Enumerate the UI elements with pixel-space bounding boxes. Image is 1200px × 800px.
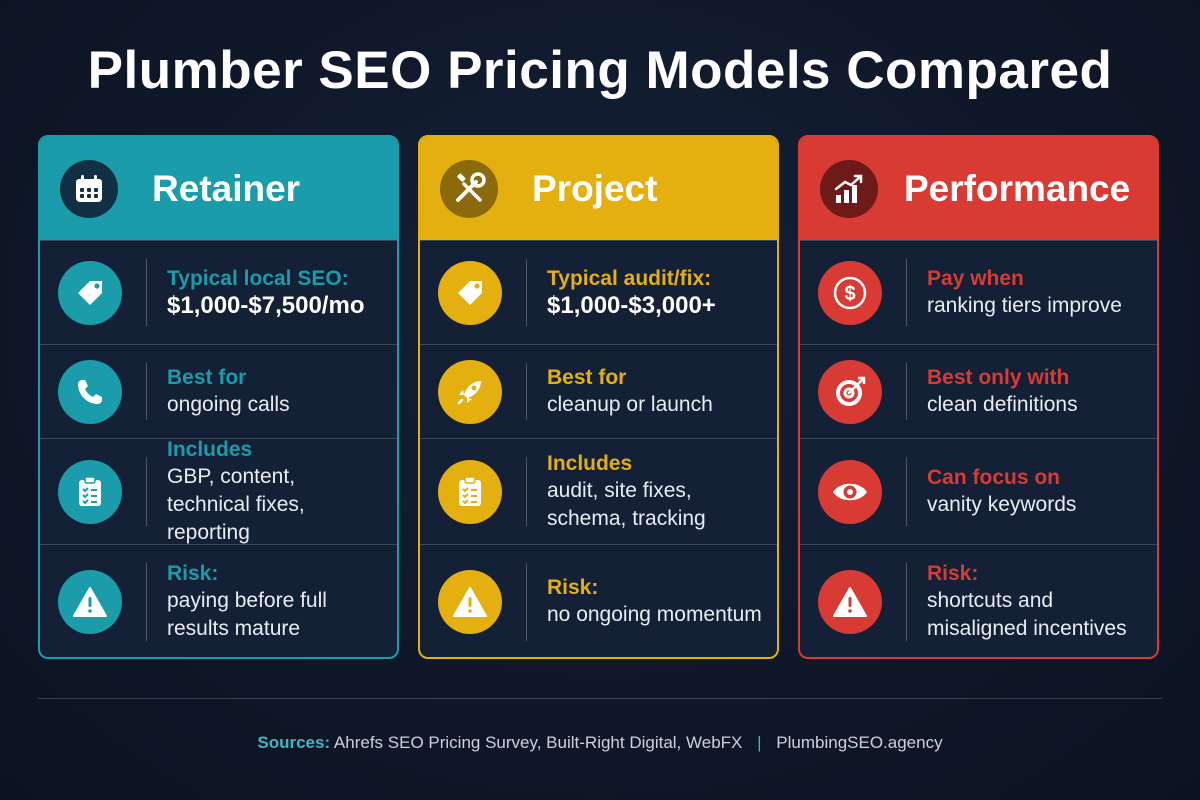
divider (526, 363, 527, 420)
row-label: Typical audit/fix: (547, 266, 712, 290)
row-value: ranking tiers improve (927, 293, 1122, 317)
divider (526, 457, 527, 526)
warning-icon (818, 570, 882, 634)
divider (146, 259, 147, 326)
card-header-retainer: Retainer (40, 137, 397, 240)
warning-icon (58, 570, 122, 634)
row-label: Includes (167, 437, 253, 461)
clipboard-checklist-icon (438, 459, 502, 524)
card-project: Project Typical audit/fix: $1,000-$3,000… (418, 135, 779, 659)
phone-icon (58, 359, 122, 424)
card-retainer: Retainer Typical local SEO: $1,000-$7,50… (38, 135, 399, 659)
card-header-project: Project (420, 137, 777, 240)
row-value: ongoing calls (167, 392, 290, 416)
card-header-performance: Performance (800, 137, 1157, 240)
divider (526, 563, 527, 641)
svg-text:$: $ (844, 283, 855, 305)
card-title-retainer: Retainer (152, 167, 301, 209)
eye-icon (818, 459, 882, 524)
row-value: no ongoing momentum (547, 603, 762, 626)
row-label: Includes (547, 451, 633, 475)
list-item: Includes audit, site fixes, schema, trac… (420, 438, 777, 544)
divider (906, 259, 907, 326)
warning-icon (438, 570, 502, 634)
row-value: clean definitions (927, 392, 1078, 416)
divider (906, 563, 907, 641)
divider (906, 457, 907, 526)
card-title-project: Project (532, 167, 658, 209)
list-item: Risk: paying before full results mature (40, 544, 397, 657)
row-label: Risk: (547, 576, 599, 599)
divider (526, 259, 527, 326)
list-item: Can focus on vanity keywords (800, 438, 1157, 544)
page-title: Plumber SEO Pricing Models Compared (87, 41, 1113, 100)
row-label: Typical local SEO: (167, 266, 349, 290)
price-tag-icon (438, 260, 502, 325)
row-value: paying before full results mature (167, 589, 327, 640)
divider (906, 363, 907, 420)
list-item: Risk: shortcuts and misaligned incentive… (800, 544, 1157, 657)
divider (146, 563, 147, 641)
row-value: vanity keywords (927, 492, 1077, 516)
rocket-icon (438, 359, 502, 424)
card-title-performance: Performance (904, 167, 1131, 209)
list-item: Best for ongoing calls (40, 344, 397, 438)
calendar-icon (60, 159, 118, 218)
wrench-screwdriver-icon (440, 159, 498, 218)
row-label: Best for (167, 365, 247, 389)
divider (146, 363, 147, 420)
site-name: PlumbingSEO.agency (776, 733, 943, 752)
list-item: Best for cleanup or launch (420, 344, 777, 438)
row-value: audit, site fixes, schema, tracking (547, 478, 706, 530)
clipboard-checklist-icon (58, 459, 122, 524)
row-label: Risk: (927, 562, 979, 585)
row-label: Can focus on (927, 465, 1061, 489)
row-value: GBP, content, technical fixes, reporting (167, 464, 305, 544)
row-value: $1,000-$3,000+ (547, 291, 716, 319)
list-item: Includes GBP, content, technical fixes, … (40, 438, 397, 544)
dollar-coin-icon: $ (818, 260, 882, 325)
row-value: $1,000-$7,500/mo (167, 291, 365, 319)
row-label: Best for (547, 365, 627, 389)
growth-chart-icon (820, 159, 878, 218)
footer-separator: | (757, 733, 762, 752)
list-item: Typical local SEO: $1,000-$7,500/mo (40, 240, 397, 344)
sources-list: Ahrefs SEO Pricing Survey, Built-Right D… (333, 733, 743, 752)
footer-divider (38, 698, 1162, 699)
list-item: Typical audit/fix: $1,000-$3,000+ (420, 240, 777, 344)
sources-label: Sources: (257, 733, 331, 752)
list-item: Risk: no ongoing momentum (420, 544, 777, 657)
list-item: $ Pay when ranking tiers improve (800, 240, 1157, 344)
target-icon (818, 359, 882, 424)
row-value: shortcuts and misaligned incentives (927, 589, 1127, 640)
row-label: Risk: (167, 562, 219, 585)
price-tag-icon (58, 260, 122, 325)
footer-sources: Sources: Ahrefs SEO Pricing Survey, Buil… (0, 733, 1200, 753)
row-value: cleanup or launch (547, 392, 713, 416)
card-performance: Performance $ Pay when ranking tiers imp… (798, 135, 1159, 659)
divider (146, 457, 147, 526)
row-label: Pay when (927, 266, 1024, 290)
row-label: Best only with (927, 365, 1070, 389)
list-item: Best only with clean definitions (800, 344, 1157, 438)
